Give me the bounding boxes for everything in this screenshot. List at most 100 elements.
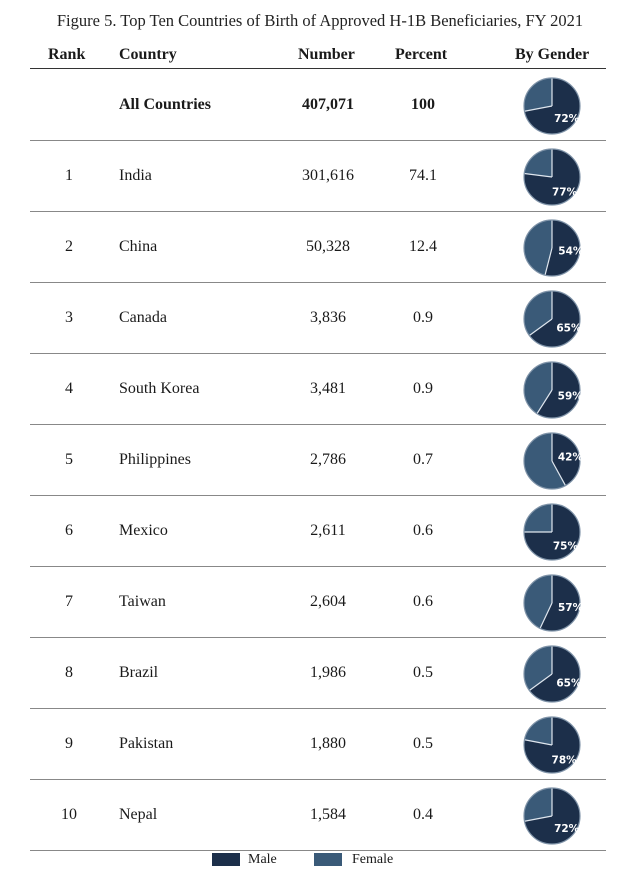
pie-divider-end xyxy=(544,247,553,276)
legend-swatch-male xyxy=(212,853,240,866)
country-cell: Philippines xyxy=(119,451,192,468)
pie-outline xyxy=(523,77,581,135)
row-divider xyxy=(30,850,606,851)
pie-slice-male xyxy=(529,646,581,702)
percent-cell: 0.5 xyxy=(413,664,433,681)
pie-slice-male xyxy=(552,433,581,486)
header-percent: Percent xyxy=(395,46,448,63)
figure-title: Figure 5. Top Ten Countries of Birth of … xyxy=(56,11,584,30)
header-number: Number xyxy=(298,46,355,63)
table-header: Rank Country Number Percent By Gender xyxy=(0,46,640,68)
gender-pie: 59% xyxy=(523,361,582,419)
pie-outline xyxy=(523,787,581,845)
pie-outline xyxy=(523,219,581,277)
pie-divider-end xyxy=(536,389,553,414)
pie-male-label: 54% xyxy=(558,245,582,257)
gender-pie: 42% xyxy=(523,432,582,490)
percent-cell: 12.4 xyxy=(409,238,437,255)
header-rank: Rank xyxy=(48,46,86,63)
pie-outline xyxy=(523,361,581,419)
rank-cell: 3 xyxy=(65,309,73,326)
number-cell: 1,986 xyxy=(310,664,346,681)
gender-pie: 72% xyxy=(523,787,581,845)
number-cell: 2,611 xyxy=(310,522,346,539)
legend-swatch-female xyxy=(314,853,342,866)
pie-male-label: 57% xyxy=(558,602,582,614)
country-cell: Mexico xyxy=(119,522,168,539)
country-cell: All Countries xyxy=(119,96,211,113)
country-cell: South Korea xyxy=(119,380,200,397)
country-cell: Nepal xyxy=(119,806,158,823)
country-cell: Canada xyxy=(119,309,167,326)
pie-slice-male xyxy=(540,575,580,631)
pie-divider-end xyxy=(528,318,553,336)
rank-cell: 4 xyxy=(65,380,73,397)
pie-divider-end xyxy=(528,673,553,691)
pie-outline xyxy=(523,645,581,703)
pie-outline xyxy=(523,148,581,206)
header-country: Country xyxy=(119,46,177,63)
rank-cell: 8 xyxy=(65,664,73,681)
rank-cell: 6 xyxy=(65,522,73,539)
number-cell: 301,616 xyxy=(302,167,354,184)
country-cell: Taiwan xyxy=(119,593,166,610)
rank-cell: 9 xyxy=(65,735,73,752)
pie-outline xyxy=(523,574,581,632)
row-divider xyxy=(30,424,606,425)
pie-outline xyxy=(523,716,581,774)
number-cell: 1,880 xyxy=(310,735,346,752)
pie-slice-male xyxy=(545,220,581,276)
pie-male-label: 77% xyxy=(552,186,578,198)
pie-male-label: 78% xyxy=(552,755,578,767)
legend-label-female: Female xyxy=(352,852,394,867)
pie-divider-end xyxy=(524,105,553,112)
rank-cell: 10 xyxy=(61,806,77,823)
table-row: 8 Brazil 1,986 0.5 65% xyxy=(0,638,640,709)
pie-divider-end xyxy=(551,460,567,486)
legend-label-male: Male xyxy=(248,852,277,867)
number-cell: 3,481 xyxy=(310,380,346,397)
gender-pie: 65% xyxy=(523,290,582,348)
number-cell: 407,071 xyxy=(302,96,354,113)
table-row: All Countries 407,071 100 72% xyxy=(0,70,640,141)
table-row: 4 South Korea 3,481 0.9 59% xyxy=(0,354,640,425)
table-row: 3 Canada 3,836 0.9 65% xyxy=(0,283,640,354)
country-cell: India xyxy=(119,167,152,184)
gender-pie: 72% xyxy=(523,77,581,135)
country-cell: Brazil xyxy=(119,664,159,681)
country-cell: Pakistan xyxy=(119,735,174,752)
table-row: 7 Taiwan 2,604 0.6 57% xyxy=(0,567,640,638)
percent-cell: 0.9 xyxy=(413,380,433,397)
pie-divider-end xyxy=(524,739,553,746)
pie-divider-end xyxy=(524,815,553,822)
pie-slice-male xyxy=(529,291,581,347)
table-row: 9 Pakistan 1,880 0.5 78% xyxy=(0,709,640,780)
table-row: 1 India 301,616 74.1 77% xyxy=(0,141,640,212)
pie-outline xyxy=(523,290,581,348)
table-row: 10 Nepal 1,584 0.4 72% xyxy=(0,780,640,851)
rank-cell: 1 xyxy=(65,167,73,184)
gender-pie: 65% xyxy=(523,645,582,703)
pie-outline xyxy=(523,503,581,561)
rank-cell: 7 xyxy=(65,593,73,610)
number-cell: 2,604 xyxy=(310,593,346,610)
pie-male-label: 42% xyxy=(558,451,582,463)
percent-cell: 0.6 xyxy=(413,522,433,539)
pie-divider-end xyxy=(539,602,553,629)
percent-cell: 0.4 xyxy=(413,806,433,823)
row-divider xyxy=(30,211,606,212)
pie-divider-end xyxy=(524,172,553,178)
gender-pie: 54% xyxy=(523,219,582,277)
percent-cell: 0.7 xyxy=(413,451,433,468)
pie-male-label: 75% xyxy=(553,540,579,552)
pie-male-label: 65% xyxy=(556,678,582,690)
percent-cell: 0.5 xyxy=(413,735,433,752)
header-gender: By Gender xyxy=(515,46,590,63)
percent-cell: 0.9 xyxy=(413,309,433,326)
legend: Male Female xyxy=(0,850,640,870)
number-cell: 3,836 xyxy=(310,309,346,326)
header-divider xyxy=(30,68,606,69)
gender-pie: 75% xyxy=(523,503,581,561)
gender-pie: 57% xyxy=(523,574,582,632)
row-divider xyxy=(30,779,606,780)
